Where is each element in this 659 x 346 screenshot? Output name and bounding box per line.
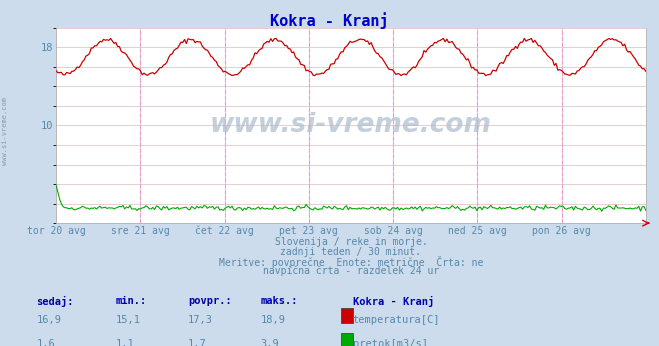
Text: maks.:: maks.: — [260, 296, 298, 306]
Text: navpična črta - razdelek 24 ur: navpična črta - razdelek 24 ur — [263, 266, 439, 276]
Text: min.:: min.: — [115, 296, 146, 306]
Text: 1,1: 1,1 — [115, 339, 134, 346]
Text: pretok[m3/s]: pretok[m3/s] — [353, 339, 428, 346]
Text: 1,7: 1,7 — [188, 339, 206, 346]
Text: 1,6: 1,6 — [36, 339, 55, 346]
Text: www.si-vreme.com: www.si-vreme.com — [2, 98, 9, 165]
Text: 16,9: 16,9 — [36, 315, 61, 325]
Text: temperatura[C]: temperatura[C] — [353, 315, 440, 325]
Text: Kokra - Kranj: Kokra - Kranj — [353, 296, 434, 307]
Text: 18,9: 18,9 — [260, 315, 285, 325]
Text: Kokra - Kranj: Kokra - Kranj — [270, 12, 389, 29]
Text: 15,1: 15,1 — [115, 315, 140, 325]
Text: sedaj:: sedaj: — [36, 296, 74, 307]
Text: 3,9: 3,9 — [260, 339, 279, 346]
Text: Meritve: povprečne  Enote: metrične  Črta: ne: Meritve: povprečne Enote: metrične Črta:… — [219, 256, 483, 268]
Text: www.si-vreme.com: www.si-vreme.com — [210, 112, 492, 138]
Text: povpr.:: povpr.: — [188, 296, 231, 306]
Text: 17,3: 17,3 — [188, 315, 213, 325]
Text: Slovenija / reke in morje.: Slovenija / reke in morje. — [275, 237, 427, 247]
Text: zadnji teden / 30 minut.: zadnji teden / 30 minut. — [281, 247, 421, 257]
